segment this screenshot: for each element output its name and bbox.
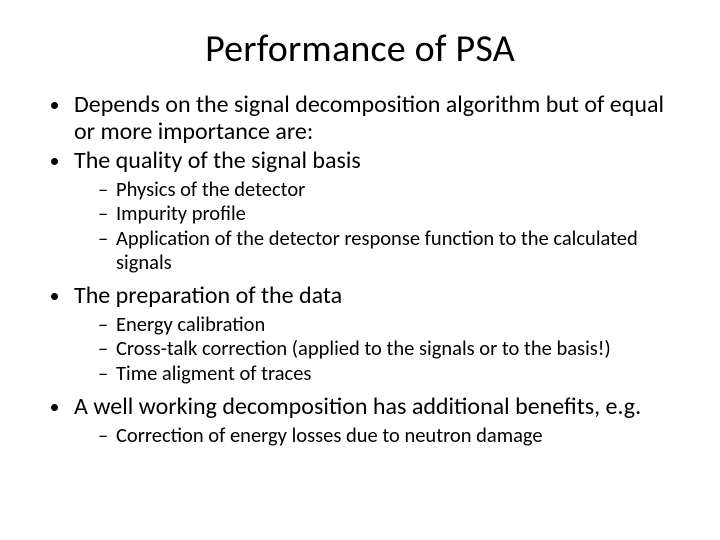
- sublist-benefits: Correction of energy losses due to neutr…: [74, 424, 690, 448]
- bullet-intro: Depends on the signal decomposition algo…: [72, 92, 690, 146]
- sub-time-alignment: Time aligment of traces: [98, 362, 690, 386]
- bullet-data-preparation-text: The preparation of the data: [74, 281, 342, 310]
- slide-title: Performance of PSA: [30, 26, 690, 72]
- sublist-data-preparation: Energy calibration Cross-talk correction…: [74, 313, 690, 386]
- sublist-signal-basis: Physics of the detector Impurity profile…: [74, 178, 690, 275]
- sub-cross-talk: Cross-talk correction (applied to the si…: [98, 337, 690, 361]
- sub-neutron-damage: Correction of energy losses due to neutr…: [98, 424, 690, 448]
- sub-detector-response: Application of the detector response fun…: [98, 227, 690, 275]
- bullet-list-level1: Depends on the signal decomposition algo…: [30, 92, 690, 448]
- slide: Performance of PSA Depends on the signal…: [0, 0, 720, 540]
- sub-energy-calibration: Energy calibration: [98, 313, 690, 337]
- bullet-signal-basis-text: The quality of the signal basis: [74, 146, 361, 175]
- bullet-data-preparation: The preparation of the data Energy calib…: [72, 283, 690, 386]
- bullet-signal-basis: The quality of the signal basis Physics …: [72, 148, 690, 275]
- bullet-benefits: A well working decomposition has additio…: [72, 394, 690, 448]
- sub-physics-detector: Physics of the detector: [98, 178, 690, 202]
- bullet-benefits-text: A well working decomposition has additio…: [74, 392, 641, 421]
- sub-impurity-profile: Impurity profile: [98, 202, 690, 226]
